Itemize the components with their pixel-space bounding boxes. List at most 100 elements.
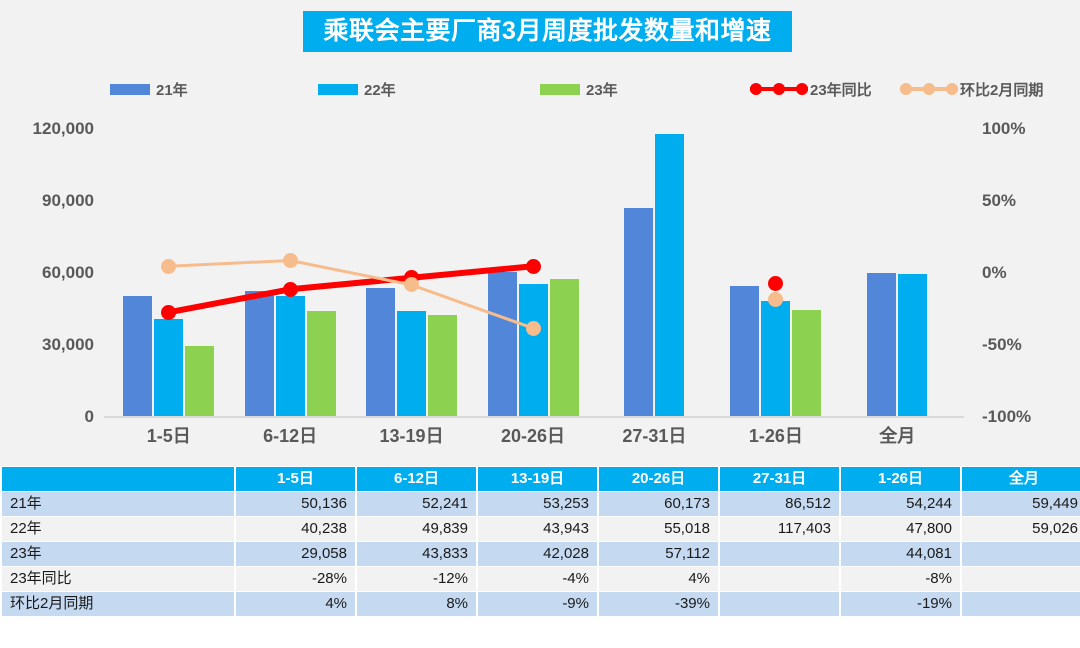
legend-swatch-icon [318, 83, 358, 95]
table-header-全月: 全月 [962, 467, 1080, 491]
table-header-1-5日: 1-5日 [236, 467, 355, 491]
x-axis-label-1-26日: 1-26日 [748, 426, 803, 446]
table-row: 22年 40,238 49,839 43,943 55,018 117,403 47,800… [2, 517, 1080, 541]
table-cell: -39% [599, 592, 718, 616]
legend-item-5[interactable]: 环比2月同期 [900, 75, 1043, 103]
table-body: 21年 50,136 52,241 53,253 60,173 86,512 54,244 5… [2, 492, 1080, 616]
bar-22年-1-5日 [154, 319, 184, 416]
table-row: 环比2月同期 4% 8% -9% -39% -19% [2, 592, 1080, 616]
table-cell: 43,833 [357, 542, 476, 566]
table-cell: 117,403 [720, 517, 839, 541]
y-axis-tick-left: 60,000 [42, 263, 94, 282]
y-axis-tick-right: 50% [982, 191, 1017, 210]
y-axis-tick-right: -50% [982, 335, 1022, 354]
table-row: 23年同比 -28% -12% -4% 4% -8% [2, 567, 1080, 591]
legend-item-1[interactable]: 21年 [110, 75, 188, 103]
legend-swatch-icon [540, 83, 580, 95]
legend-line-icon [900, 82, 958, 96]
marker-23年同比-6-12日 [282, 281, 298, 297]
plot-area [108, 128, 958, 416]
legend-swatch-icon [110, 83, 150, 95]
marker-环比2月同期-20-26日 [525, 320, 541, 336]
table-cell: 42,028 [478, 542, 597, 566]
data-table-wrapper: 1-5日 6-12日 13-19日 20-26日 27-31日 1-26日 全月 21年 50… [0, 466, 1080, 648]
table-cell: -9% [478, 592, 597, 616]
table-cell [720, 542, 839, 566]
legend-item-4[interactable]: 23年同比 [750, 75, 872, 103]
table-cell: 59,026 [962, 517, 1080, 541]
page-title: 乘联会主要厂商3月周度批发数量和增速 [323, 17, 772, 45]
table-cell: 52,241 [357, 492, 476, 516]
y-axis-tick-right: 0% [982, 263, 1007, 282]
legend-item-2[interactable]: 22年 [318, 75, 396, 103]
x-axis-label-1-5日: 1-5日 [146, 426, 191, 446]
y-axis-tick-right: 100% [982, 119, 1026, 138]
table-cell: 4% [236, 592, 355, 616]
bar-22年-13-19日 [397, 310, 427, 416]
bar-23年-1-26日 [792, 310, 822, 416]
chart-area: 120,000 90,000 60,000 30,000 0 100% 50% 0% -50% -… [0, 110, 1080, 460]
bar-21年-13-19日 [366, 288, 396, 416]
legend-label: 23年同比 [810, 81, 872, 99]
marker-环比2月同期-1-5日 [161, 258, 177, 274]
legend-label: 21年 [156, 81, 188, 99]
marker-23年同比-20-26日 [525, 258, 541, 274]
x-axis-label-20-26日: 20-26日 [500, 426, 566, 446]
table-row: 23年 29,058 43,833 42,028 57,112 44,081 [2, 542, 1080, 566]
bar-23年-13-19日 [428, 315, 458, 416]
table-cell: 50,136 [236, 492, 355, 516]
table-header-6-12日: 6-12日 [357, 467, 476, 491]
marker-23年同比-1-26日 [768, 276, 784, 292]
y-axis-tick-left: 30,000 [42, 335, 94, 354]
bar-21年-27-31日 [624, 208, 654, 416]
table-cell: -12% [357, 567, 476, 591]
table-cell [962, 542, 1080, 566]
table-cell: 60,173 [599, 492, 718, 516]
bar-21年-全月 [867, 273, 897, 416]
table-row-label: 21年 [2, 492, 234, 516]
table-head: 1-5日 6-12日 13-19日 20-26日 27-31日 1-26日 全月 [2, 467, 1080, 491]
table-cell: 4% [599, 567, 718, 591]
x-axis-label-6-12日: 6-12日 [263, 426, 318, 446]
table-cell: -4% [478, 567, 597, 591]
bar-22年-全月 [898, 274, 928, 416]
bar-23年-1-5日 [185, 346, 215, 416]
table-cell: 59,449 [962, 492, 1080, 516]
chart-title-banner: 乘联会主要厂商3月周度批发数量和增速 [303, 11, 792, 52]
y-axis-tick-left: 90,000 [42, 191, 94, 210]
y-axis-tick-left: 0 [84, 407, 94, 426]
legend-marker-icon [900, 83, 912, 95]
table-cell: -8% [841, 567, 960, 591]
table-cell: 29,058 [236, 542, 355, 566]
table-cell: 54,244 [841, 492, 960, 516]
table-header-13-19日: 13-19日 [478, 467, 597, 491]
table-header-27-31日: 27-31日 [720, 467, 839, 491]
table-cell: 55,018 [599, 517, 718, 541]
legend-marker-icon [773, 83, 785, 95]
x-axis-label-13-19日: 13-19日 [379, 426, 444, 446]
marker-环比2月同期-6-12日 [282, 252, 298, 268]
table-cell: -19% [841, 592, 960, 616]
table-cell: 43,943 [478, 517, 597, 541]
bar-22年-27-31日 [655, 134, 685, 416]
legend-marker-icon [946, 83, 958, 95]
legend-marker-icon [750, 83, 762, 95]
bar-23年-6-12日 [306, 310, 336, 416]
bar-21年-6-12日 [244, 290, 274, 416]
legend-item-3[interactable]: 23年 [540, 75, 618, 103]
table-cell: -28% [236, 567, 355, 591]
marker-环比2月同期-1-26日 [768, 291, 784, 307]
table-row-label: 23年同比 [2, 567, 234, 591]
legend-label: 23年 [586, 81, 618, 99]
bar-22年-6-12日 [275, 296, 305, 416]
legend-marker-icon [923, 83, 935, 95]
y-axis-tick-left: 120,000 [32, 119, 94, 138]
bar-21年-1-5日 [123, 295, 153, 416]
table-row-label: 23年 [2, 542, 234, 566]
marker-23年同比-1-5日 [161, 304, 177, 320]
bar-22年-20-26日 [518, 283, 548, 416]
table-cell: 8% [357, 592, 476, 616]
bar-21年-1-26日 [730, 285, 760, 416]
table-cell [720, 567, 839, 591]
